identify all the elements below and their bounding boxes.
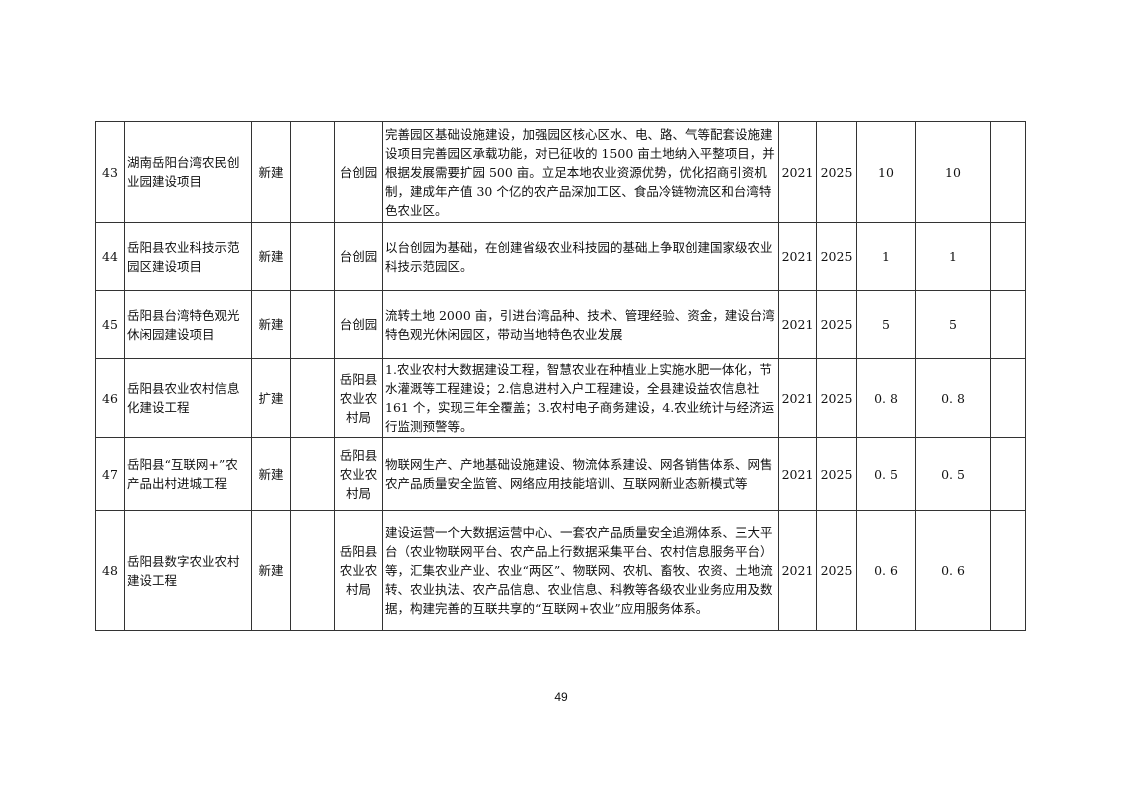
- row-number: 48: [95, 510, 125, 631]
- row-number: 45: [95, 290, 125, 359]
- end-year: 2025: [816, 437, 857, 511]
- project-content: 以台创园为基础，在创建省级农业科技园的基础上争取创建国家级农业科技示范园区。: [382, 222, 779, 291]
- table-row: 45 岳阳县台湾特色观光休闲园建设项目 新建 台创园 流转土地 2000 亩，引进台湾品…: [95, 290, 1026, 359]
- page-number: 49: [554, 690, 568, 704]
- start-year: 2021: [778, 121, 817, 223]
- end-year: 2025: [816, 121, 857, 223]
- note-cell: [990, 510, 1026, 631]
- row-number: 43: [95, 121, 125, 223]
- end-year: 2025: [816, 290, 857, 359]
- total-investment: 0. 5: [856, 437, 916, 511]
- start-year: 2021: [778, 437, 817, 511]
- note-cell: [990, 290, 1026, 359]
- end-year: 2025: [816, 510, 857, 631]
- table-row: 44 岳阳县农业科技示范园区建设项目 新建 台创园 以台创园为基础，在创建省级农业科技园…: [95, 222, 1026, 291]
- construction-type: 新建: [251, 510, 291, 631]
- project-name: 岳阳县数字农业农村建设工程: [124, 510, 252, 631]
- blank-cell: [290, 437, 335, 511]
- planned-investment: 0. 5: [915, 437, 991, 511]
- blank-cell: [290, 222, 335, 291]
- project-content: 1.农业农村大数据建设工程，智慧农业在种植业上实施水肥一体化，节水灌溉等工程建设…: [382, 358, 779, 438]
- start-year: 2021: [778, 222, 817, 291]
- note-cell: [990, 222, 1026, 291]
- project-name: 岳阳县农业农村信息化建设工程: [124, 358, 252, 438]
- blank-cell: [290, 290, 335, 359]
- start-year: 2021: [778, 290, 817, 359]
- construction-type: 扩建: [251, 358, 291, 438]
- project-table: 43 湖南岳阳台湾农民创业园建设项目 新建 台创园 完善园区基础设施建设，加强园区核心区…: [95, 121, 1026, 631]
- table-row: 46 岳阳县农业农村信息化建设工程 扩建 岳阳县农业农村局 1.农业农村大数据建设工程…: [95, 358, 1026, 438]
- project-name: 岳阳县台湾特色观光休闲园建设项目: [124, 290, 252, 359]
- project-content: 物联网生产、产地基础设施建设、物流体系建设、网各销售体系、网售农产品质量安全监管…: [382, 437, 779, 511]
- end-year: 2025: [816, 358, 857, 438]
- planned-investment: 0. 8: [915, 358, 991, 438]
- responsible-unit: 岳阳县农业农村局: [334, 437, 383, 511]
- note-cell: [990, 358, 1026, 438]
- construction-type: 新建: [251, 437, 291, 511]
- end-year: 2025: [816, 222, 857, 291]
- responsible-unit: 台创园: [334, 290, 383, 359]
- responsible-unit: 台创园: [334, 121, 383, 223]
- planned-investment: 5: [915, 290, 991, 359]
- project-name: 岳阳县“互联网+”农产品出村进城工程: [124, 437, 252, 511]
- responsible-unit: 岳阳县农业农村局: [334, 510, 383, 631]
- blank-cell: [290, 358, 335, 438]
- project-content: 流转土地 2000 亩，引进台湾品种、技术、管理经验、资金，建设台湾特色观光休闲…: [382, 290, 779, 359]
- note-cell: [990, 121, 1026, 223]
- responsible-unit: 岳阳县农业农村局: [334, 358, 383, 438]
- total-investment: 10: [856, 121, 916, 223]
- total-investment: 1: [856, 222, 916, 291]
- blank-cell: [290, 510, 335, 631]
- start-year: 2021: [778, 358, 817, 438]
- total-investment: 5: [856, 290, 916, 359]
- note-cell: [990, 437, 1026, 511]
- responsible-unit: 台创园: [334, 222, 383, 291]
- construction-type: 新建: [251, 222, 291, 291]
- planned-investment: 1: [915, 222, 991, 291]
- row-number: 47: [95, 437, 125, 511]
- table-row: 43 湖南岳阳台湾农民创业园建设项目 新建 台创园 完善园区基础设施建设，加强园区核心区…: [95, 121, 1026, 223]
- project-content: 建设运营一个大数据运营中心、一套农产品质量安全追溯体系、三大平台（农业物联网平台…: [382, 510, 779, 631]
- construction-type: 新建: [251, 290, 291, 359]
- start-year: 2021: [778, 510, 817, 631]
- table-row: 47 岳阳县“互联网+”农产品出村进城工程 新建 岳阳县农业农村局 物联网生产、产地基础…: [95, 437, 1026, 511]
- row-number: 46: [95, 358, 125, 438]
- planned-investment: 0. 6: [915, 510, 991, 631]
- project-name: 岳阳县农业科技示范园区建设项目: [124, 222, 252, 291]
- total-investment: 0. 8: [856, 358, 916, 438]
- project-content: 完善园区基础设施建设，加强园区核心区水、电、路、气等配套设施建设项目完善园区承载…: [382, 121, 779, 223]
- blank-cell: [290, 121, 335, 223]
- total-investment: 0. 6: [856, 510, 916, 631]
- row-number: 44: [95, 222, 125, 291]
- project-name: 湖南岳阳台湾农民创业园建设项目: [124, 121, 252, 223]
- table-row: 48 岳阳县数字农业农村建设工程 新建 岳阳县农业农村局 建设运营一个大数据运营中心、一…: [95, 510, 1026, 631]
- construction-type: 新建: [251, 121, 291, 223]
- planned-investment: 10: [915, 121, 991, 223]
